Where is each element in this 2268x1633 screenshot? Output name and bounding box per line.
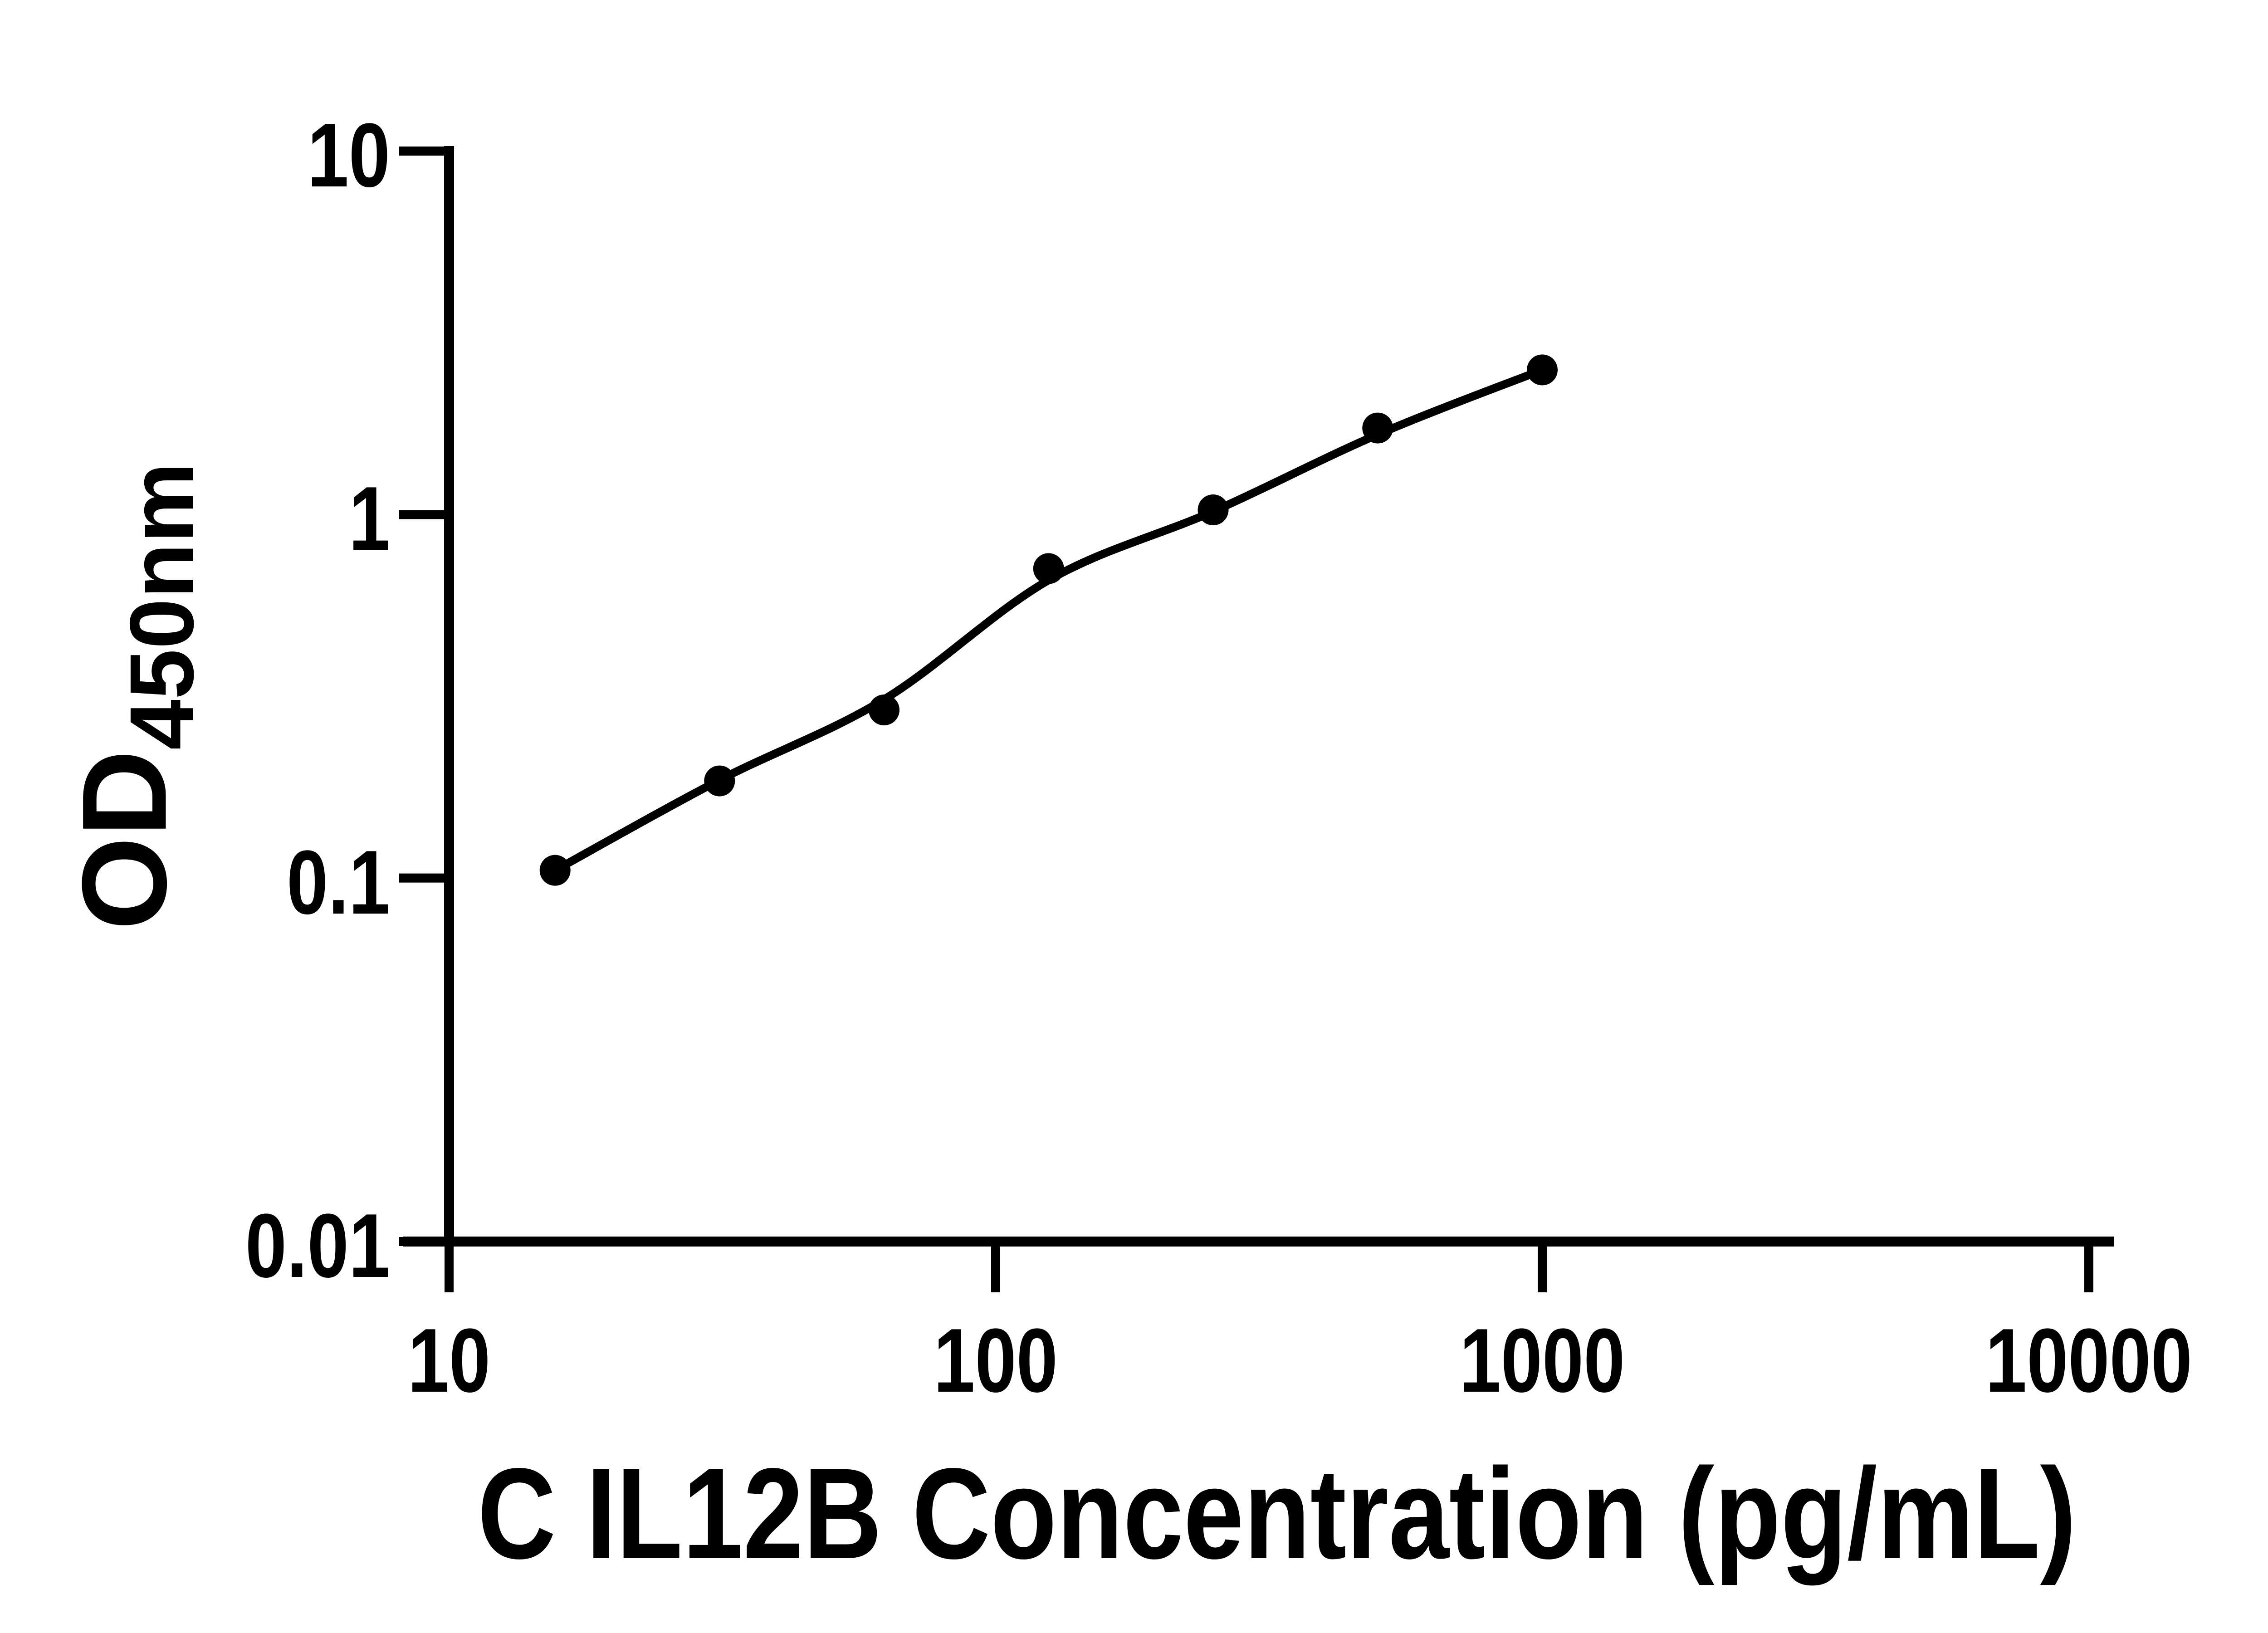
data-point-marker <box>1527 354 1558 386</box>
x-tick-label: 100 <box>934 1310 1058 1411</box>
y-tick-label: 0.1 <box>287 831 390 933</box>
data-point-marker <box>1033 553 1064 584</box>
y-axis-label-subscript: 450nm <box>111 462 213 750</box>
x-tick-label: 10 <box>407 1310 491 1411</box>
y-tick-label: 10 <box>307 105 390 206</box>
y-tick-label: 1 <box>348 468 390 570</box>
y-tick-label: 0.01 <box>245 1195 390 1296</box>
y-axis-label: OD450nm <box>58 462 213 930</box>
data-point-marker <box>1198 494 1229 526</box>
x-tick-label: 1000 <box>1459 1310 1625 1411</box>
data-point-marker <box>539 855 571 886</box>
y-axis-label-main: OD <box>57 750 192 930</box>
data-point-marker <box>869 694 900 726</box>
x-tick-label: 10000 <box>1985 1310 2193 1411</box>
fit-curve-line <box>551 366 1546 875</box>
data-point-marker <box>704 765 735 797</box>
data-point-marker <box>1362 412 1393 444</box>
x-axis-title: C IL12B Concentration (pg/mL) <box>477 1442 2077 1586</box>
